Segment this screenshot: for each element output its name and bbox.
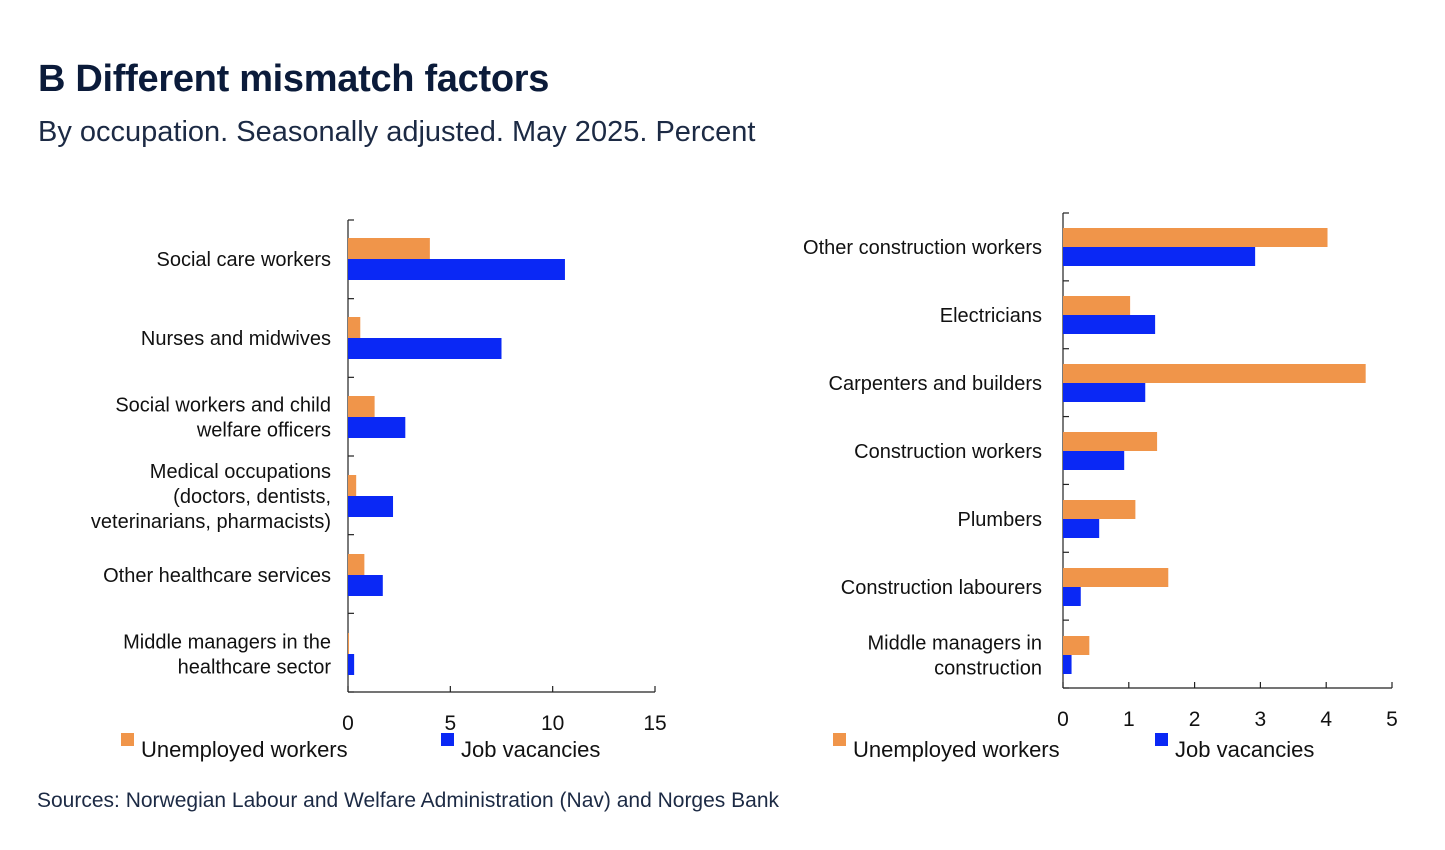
unemployed-bar <box>1063 364 1366 383</box>
unemployed-bar <box>348 238 430 259</box>
vacancies-bar <box>1063 587 1081 606</box>
chart-title: B Different mismatch factors <box>38 58 550 100</box>
category-label: Middle managers in the <box>123 632 331 654</box>
unemployed-bar <box>348 396 375 417</box>
category-label: Social care workers <box>156 249 331 271</box>
category-label: Middle managers in <box>867 633 1042 655</box>
unemployed-bar <box>1063 296 1131 315</box>
unemployed-bar <box>348 554 365 575</box>
vacancies-bar <box>348 496 394 517</box>
unemployed-bar <box>1063 568 1169 587</box>
category-label: Construction workers <box>854 441 1042 463</box>
vacancies-bar <box>348 575 383 596</box>
x-tick-label: 0 <box>1057 708 1069 731</box>
vacancies-bar <box>1063 315 1156 334</box>
category-label: veterinarians, pharmacists) <box>91 511 331 533</box>
x-tick-label: 10 <box>541 712 564 735</box>
x-tick-label: 1 <box>1123 708 1135 731</box>
category-label: welfare officers <box>196 420 331 442</box>
x-tick-label: 5 <box>1386 708 1398 731</box>
legend-label-unemployed: Unemployed workers <box>853 737 1060 762</box>
x-tick-label: 0 <box>342 712 354 735</box>
chart-subtitle: By occupation. Seasonally adjusted. May … <box>38 116 756 148</box>
category-label: Carpenters and builders <box>829 373 1042 395</box>
x-tick-label: 15 <box>643 712 666 735</box>
source-note: Sources: Norwegian Labour and Welfare Ad… <box>37 789 779 812</box>
legend-label-vacancies: Job vacancies <box>461 737 600 762</box>
category-label: Plumbers <box>958 509 1042 531</box>
category-label: Other healthcare services <box>103 565 331 587</box>
category-label: Medical occupations <box>150 461 331 483</box>
legend-swatch-unemployed <box>833 733 846 746</box>
category-label: construction <box>934 658 1042 680</box>
legend-label-unemployed: Unemployed workers <box>141 737 348 762</box>
unemployed-bar <box>1063 636 1090 655</box>
x-tick-label: 4 <box>1320 708 1332 731</box>
vacancies-bar <box>1063 519 1100 538</box>
x-tick-label: 3 <box>1255 708 1267 731</box>
unemployed-bar <box>348 633 350 654</box>
vacancies-bar <box>1063 451 1125 470</box>
category-label: healthcare sector <box>178 657 332 679</box>
category-label: Construction labourers <box>841 577 1042 599</box>
vacancies-bar <box>1063 247 1256 266</box>
legend-label-vacancies: Job vacancies <box>1175 737 1314 762</box>
category-label: Nurses and midwives <box>141 328 331 350</box>
vacancies-bar <box>348 417 406 438</box>
vacancies-bar <box>348 259 565 280</box>
legend-swatch-vacancies <box>441 733 454 746</box>
unemployed-bar <box>1063 228 1328 247</box>
vacancies-bar <box>348 654 355 675</box>
vacancies-bar <box>1063 655 1072 674</box>
unemployed-bar <box>1063 500 1136 519</box>
unemployed-bar <box>348 317 361 338</box>
category-label: Electricians <box>940 305 1042 327</box>
category-label: Social workers and child <box>115 395 331 417</box>
x-tick-label: 5 <box>444 712 456 735</box>
category-label: Other construction workers <box>803 237 1042 259</box>
category-label: (doctors, dentists, <box>173 486 331 508</box>
x-tick-label: 2 <box>1189 708 1201 731</box>
unemployed-bar <box>348 475 357 496</box>
unemployed-bar <box>1063 432 1158 451</box>
vacancies-bar <box>1063 383 1146 402</box>
vacancies-bar <box>348 338 502 359</box>
legend-swatch-vacancies <box>1155 733 1168 746</box>
legend-swatch-unemployed <box>121 733 134 746</box>
